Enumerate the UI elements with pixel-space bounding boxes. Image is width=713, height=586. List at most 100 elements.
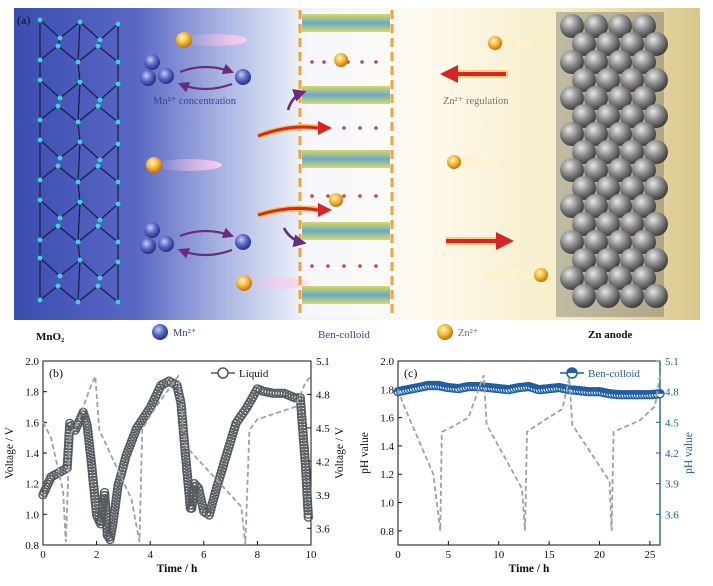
zn-atom-sphere — [620, 68, 644, 92]
mn-concentration-label: Mn²⁺ concentration — [153, 96, 237, 107]
y-tick-label: 1.6 — [25, 417, 39, 429]
x-tick-label: 2 — [94, 549, 100, 561]
y2-tick-label: 5.1 — [665, 356, 679, 368]
zn-atom-sphere — [620, 284, 644, 308]
data-point — [83, 426, 93, 437]
data-point — [180, 448, 191, 458]
zn-atom-sphere — [584, 158, 608, 182]
y2-axis-title: pH value — [683, 432, 695, 474]
zn-atom-sphere — [620, 176, 644, 200]
legend-mno2: MnO₂ — [36, 331, 65, 343]
zn-atom-sphere — [620, 140, 644, 164]
data-point — [84, 435, 94, 446]
zn-regulation-arrow — [440, 65, 508, 83]
mn-ion-cluster-top — [140, 54, 251, 86]
y-tick-label: 1.0 — [380, 498, 394, 510]
data-point — [186, 503, 197, 513]
legend-marker — [217, 367, 229, 379]
data-point — [302, 487, 312, 497]
schematic-panel: (a) — [14, 8, 700, 320]
x-tick-label: 15 — [544, 549, 556, 561]
data-point — [301, 465, 311, 475]
data-point — [143, 405, 154, 415]
zn-atom-sphere — [584, 86, 608, 110]
data-point — [182, 473, 193, 483]
legend-ben-colloid: Ben-colloid — [318, 329, 370, 341]
data-point — [63, 441, 74, 451]
data-point — [302, 490, 312, 500]
data-point — [299, 446, 310, 456]
data-point — [89, 485, 99, 495]
data-point — [179, 433, 189, 443]
data-point — [299, 440, 309, 450]
data-point — [298, 430, 308, 441]
data-point — [86, 459, 97, 470]
y2-tick-label: 3.9 — [665, 479, 679, 491]
data-point — [89, 481, 99, 492]
panel-label: (c) — [404, 366, 417, 380]
zn-atom-sphere — [608, 194, 632, 218]
data-point — [300, 462, 311, 472]
data-point — [296, 399, 306, 409]
legend-label: Ben-colloid — [588, 368, 640, 380]
series-dashed-line — [42, 374, 312, 546]
data-point — [63, 450, 73, 460]
y-tick-label: 1.8 — [380, 384, 394, 396]
data-point — [87, 463, 97, 473]
data-point — [62, 453, 73, 464]
zn-atom-sphere — [620, 212, 644, 236]
zn-atom-sphere — [560, 158, 584, 182]
data-point — [298, 427, 308, 438]
data-point — [89, 488, 100, 498]
zn-atom-sphere — [632, 50, 656, 74]
data-point — [181, 457, 191, 468]
y-tick-label: 1.0 — [25, 509, 39, 521]
x-tick-label: 25 — [644, 549, 656, 561]
data-point — [296, 402, 306, 412]
data-point — [87, 466, 97, 476]
zn-atom-sphere — [584, 230, 608, 254]
zn-atom-sphere — [584, 14, 608, 38]
data-point — [299, 443, 309, 453]
zn-atom-sphere — [596, 140, 620, 164]
data-point — [297, 418, 307, 428]
zn-atom-sphere — [596, 212, 620, 236]
data-point — [298, 424, 308, 434]
data-point — [296, 405, 306, 416]
zn-atom-sphere — [584, 266, 608, 290]
y-tick-label: 1.4 — [25, 448, 39, 460]
schematic-legend: MnO₂ Mn²⁺ Ben-colloid Zn²⁺ Zn anode — [36, 324, 632, 343]
y-tick-label: 1.4 — [380, 441, 394, 453]
zn-atom-sphere — [608, 86, 632, 110]
zn-deposition-arrow — [446, 232, 514, 250]
mno2-atoms — [37, 17, 121, 305]
zn-atom-sphere — [572, 140, 596, 164]
zn-atom-sphere — [632, 194, 656, 218]
data-point — [182, 469, 193, 480]
y-tick-label: 1.6 — [380, 413, 394, 425]
zn-atom-sphere — [644, 248, 668, 272]
zn-anode-spheres — [556, 12, 668, 317]
zn-atom-sphere — [560, 266, 584, 290]
panel-a-label: (a) — [17, 13, 30, 27]
zn-ions-left — [146, 32, 309, 291]
y2-tick-label: 4.5 — [665, 417, 679, 429]
data-point — [300, 459, 311, 469]
zn-atom-sphere — [572, 32, 596, 56]
legend-zn-icon — [437, 324, 453, 340]
zn-atom-sphere — [560, 122, 584, 146]
zn-atom-sphere — [644, 104, 668, 128]
zn-regulation-label: Zn²⁺ regulation — [443, 96, 509, 107]
legend-mn: Mn²⁺ — [173, 328, 197, 339]
zn-atom-sphere — [632, 14, 656, 38]
data-point — [303, 509, 313, 519]
zn-atom-sphere — [572, 248, 596, 272]
y-axis-title: Voltage / V — [4, 426, 16, 479]
zn-atom-sphere — [632, 266, 656, 290]
y-tick-label: 1.8 — [25, 387, 39, 399]
data-point — [302, 493, 312, 503]
data-point — [99, 487, 110, 498]
zn-atom-sphere — [644, 176, 668, 200]
zn-atom-sphere — [608, 266, 632, 290]
